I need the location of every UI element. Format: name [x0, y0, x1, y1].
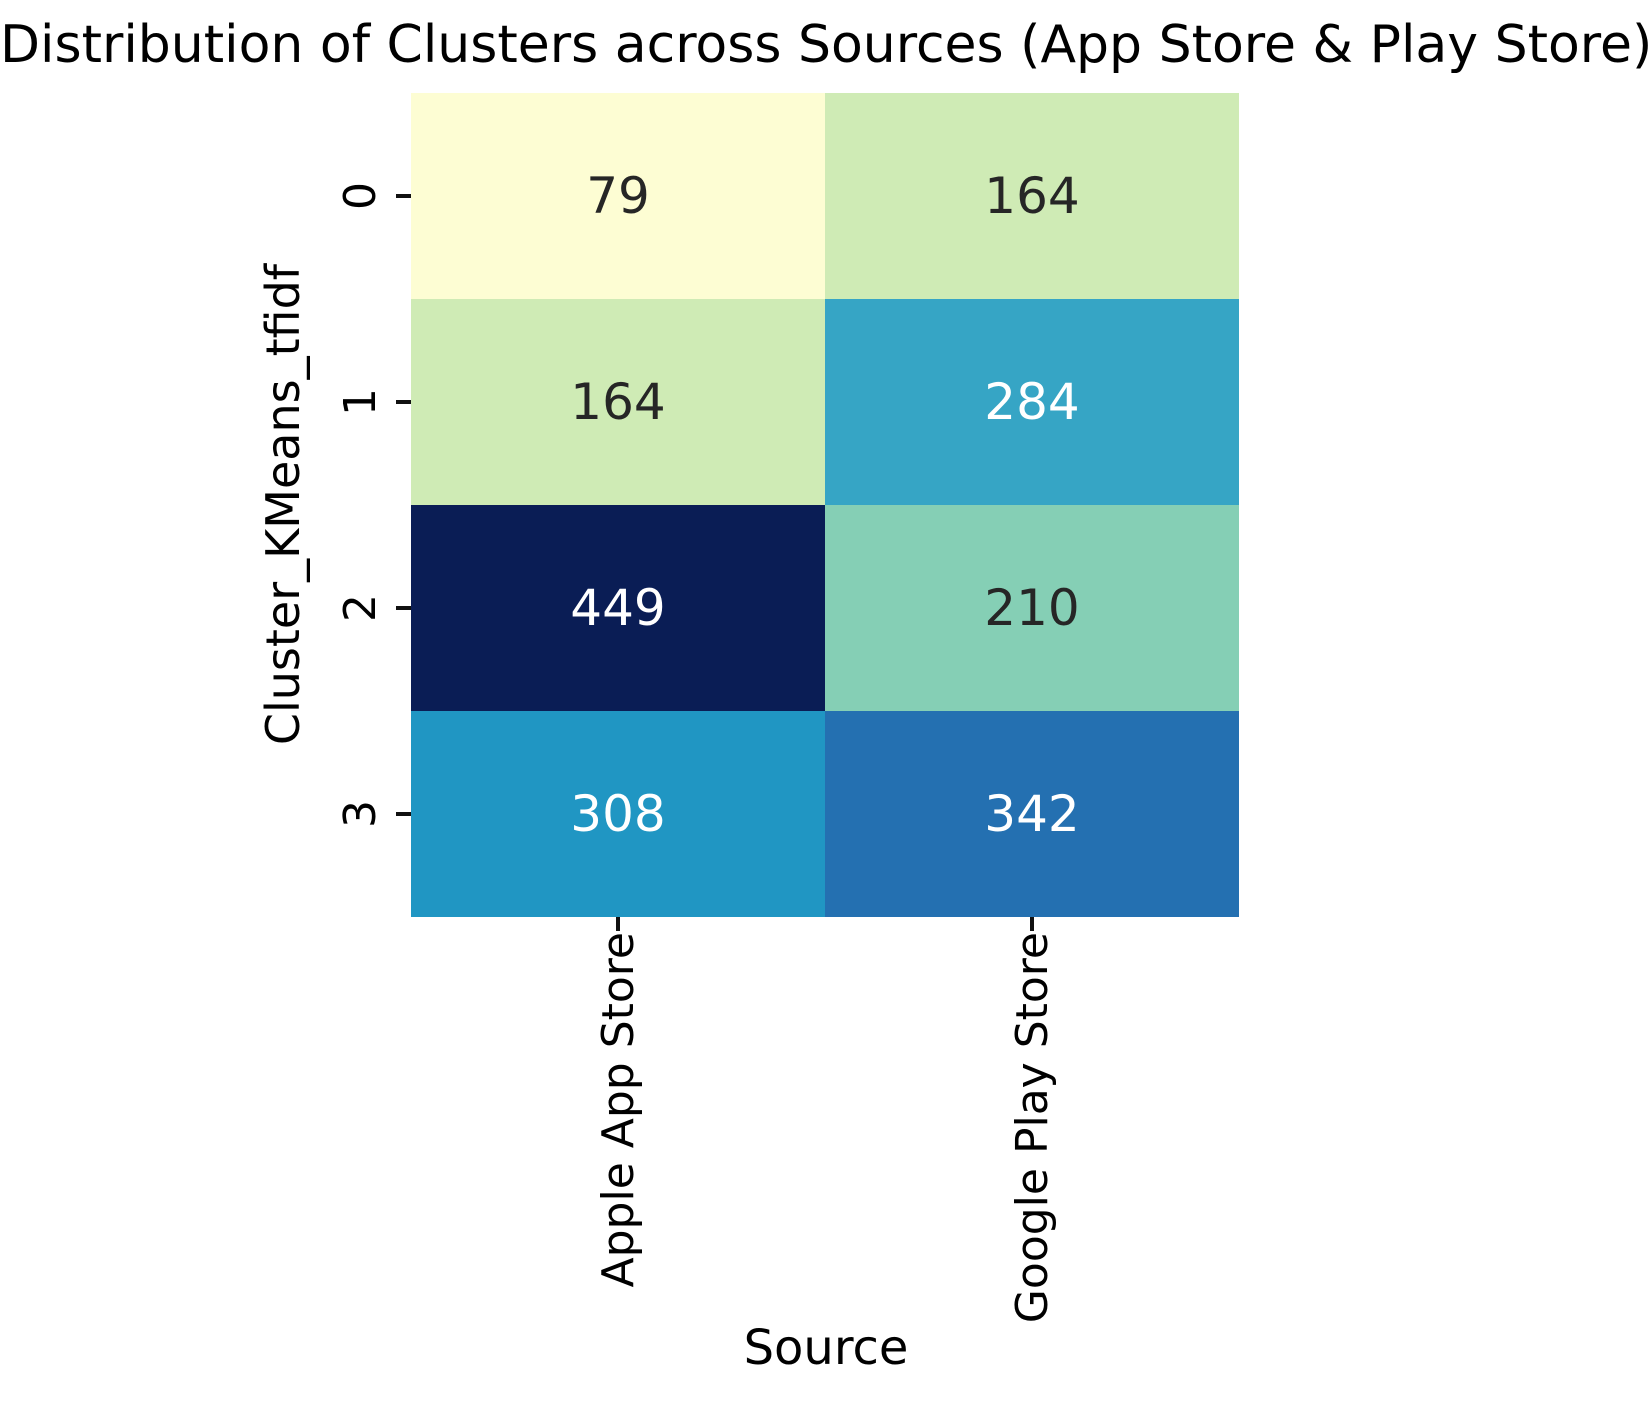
heatmap-cell: 210: [825, 505, 1239, 711]
y-tick-label-wrap: 1: [332, 362, 388, 442]
cell-value: 164: [984, 167, 1080, 225]
x-tick-label: Apple App Store: [592, 932, 644, 1288]
y-tick-mark: [396, 812, 411, 816]
x-axis-label: Source: [743, 1320, 909, 1376]
x-tick-mark: [616, 917, 620, 931]
cell-value: 164: [570, 373, 666, 431]
x-tick-label: Google Play Store: [1006, 932, 1058, 1324]
chart-title: Distribution of Clusters across Sources …: [0, 15, 1650, 75]
x-tick-label-wrap: Apple App Store: [588, 932, 648, 1287]
heatmap: 79 164 164 284 449 210 308 342: [411, 93, 1239, 917]
heatmap-cell: 164: [411, 299, 825, 505]
y-tick-label-wrap: 3: [332, 774, 388, 854]
y-tick-label: 3: [334, 800, 386, 828]
y-tick-label: 2: [334, 594, 386, 622]
cell-value: 342: [984, 785, 1080, 843]
heatmap-cell: 342: [825, 711, 1239, 917]
y-tick-label: 0: [334, 182, 386, 210]
cell-value: 308: [570, 785, 666, 843]
y-tick-mark: [396, 194, 411, 198]
heatmap-cell: 449: [411, 505, 825, 711]
y-tick-mark: [396, 400, 411, 404]
y-axis-label: Cluster_KMeans_tfidf: [256, 264, 310, 746]
heatmap-cell: 164: [825, 93, 1239, 299]
x-tick-label-wrap: Google Play Store: [1002, 932, 1062, 1323]
cell-value: 79: [586, 167, 650, 225]
heatmap-cell: 79: [411, 93, 825, 299]
cell-value: 210: [984, 579, 1080, 637]
y-tick-label-wrap: 0: [332, 156, 388, 236]
heatmap-cell: 284: [825, 299, 1239, 505]
cell-value: 449: [570, 579, 666, 637]
y-axis-label-wrap: Cluster_KMeans_tfidf: [255, 93, 311, 917]
y-tick-label-wrap: 2: [332, 568, 388, 648]
y-tick-mark: [396, 606, 411, 610]
x-tick-mark: [1030, 917, 1034, 931]
y-tick-label: 1: [334, 388, 386, 416]
heatmap-cell: 308: [411, 711, 825, 917]
cell-value: 284: [984, 373, 1080, 431]
